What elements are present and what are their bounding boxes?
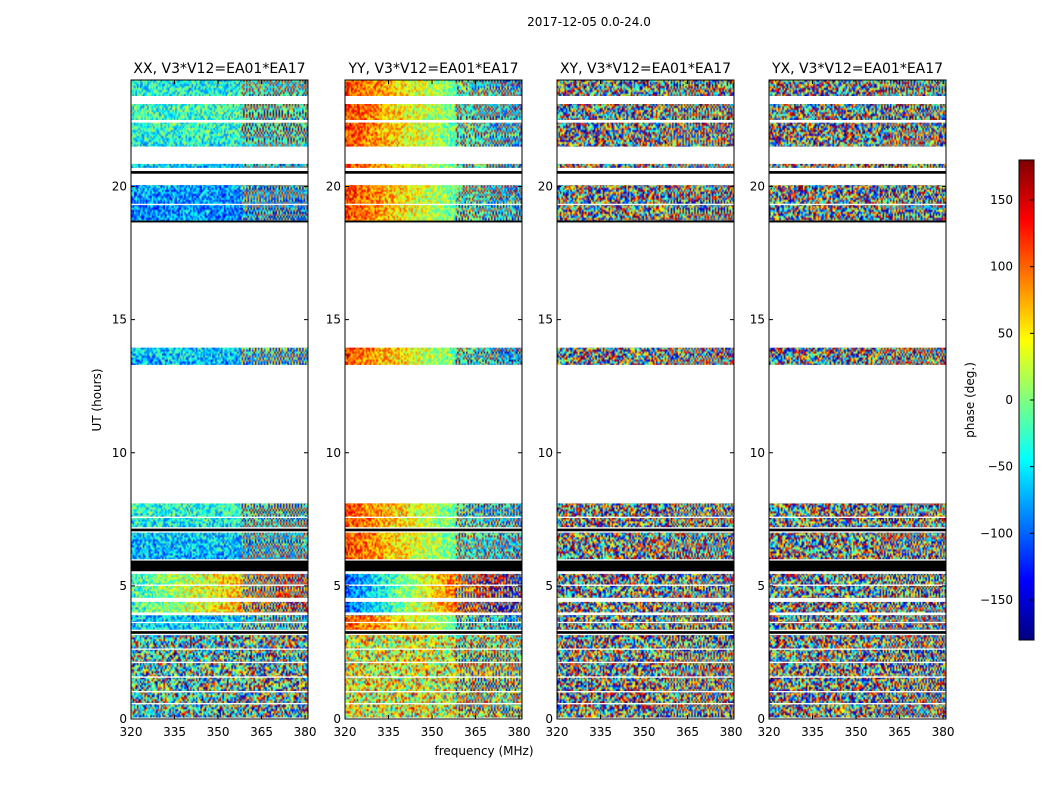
x-axis-label: frequency (MHz) [434,744,533,758]
colorbar-tick-label: −150 [980,593,1013,607]
x-tick-label: 380 [932,725,955,739]
flagged-band [557,528,734,532]
panel-3: XY, V3*V12=EA01*EA17 320 335 350 365 380 0 5 10 1… [538,61,743,739]
y-tick-label: 20 [538,180,553,194]
y-tick-label: 5 [119,579,127,593]
x-tick-label: 320 [758,725,781,739]
x-tick-label: 350 [421,725,444,739]
x-tick-label: 335 [377,725,400,739]
phase-heatmap-3 [557,80,734,718]
y-tick-label: 0 [119,712,127,726]
y-axis-label: UT (hours) [90,368,104,431]
x-tick-label: 380 [720,725,743,739]
x-tick-label: 350 [633,725,656,739]
flagged-band [769,631,946,634]
x-tick-label: 335 [163,725,186,739]
flagged-band [345,560,522,572]
flagged-band [557,560,734,572]
flagged-band [557,631,734,634]
y-tick-label: 0 [333,712,341,726]
flagged-band [769,220,946,223]
colorbar-tick-label: 150 [990,193,1013,207]
panel-title: XX, V3*V12=EA01*EA17 [133,61,305,77]
flagged-band [345,171,522,174]
colorbar-tick-label: −100 [980,526,1013,540]
flagged-band [131,528,308,532]
panel-frame [768,79,947,720]
flagged-band [345,528,522,532]
flagged-band [131,631,308,634]
y-tick-label: 20 [750,180,765,194]
flagged-band [769,171,946,174]
panels-group: XX, V3*V12=EA01*EA17 320 335 350 365 380 0 5 10 1… [112,61,955,739]
colorbar-tick-label: −50 [988,460,1013,474]
phase-heatmap-2 [345,80,522,718]
y-tick-label: 10 [326,446,341,460]
figure-title: 2017-12-05 0.0-24.0 [527,15,651,29]
x-tick-label: 350 [207,725,230,739]
x-tick-label: 380 [508,725,531,739]
panel-frame [344,79,523,720]
colorbar-tick-label: 50 [998,326,1013,340]
panel-1: XX, V3*V12=EA01*EA17 320 335 350 365 380 0 5 10 1… [112,61,317,739]
y-tick-label: 15 [112,313,127,327]
flagged-band [345,220,522,223]
x-tick-label: 365 [888,725,911,739]
panel-4: YX, V3*V12=EA01*EA17 320 335 350 365 380 0 5 10 1… [750,61,955,739]
panel-title: YX, V3*V12=EA01*EA17 [771,61,943,77]
flagged-band [345,631,522,634]
x-tick-label: 320 [546,725,569,739]
y-tick-label: 10 [538,446,553,460]
y-tick-label: 20 [112,180,127,194]
flagged-band [769,560,946,572]
colorbar: 150 100 50 0 −50 −100 −150 phase (deg.) [963,159,1035,641]
phase-heatmap-4 [769,80,946,718]
y-tick-label: 10 [750,446,765,460]
y-tick-label: 15 [326,313,341,327]
x-tick-label: 320 [120,725,143,739]
phase-heatmap-1 [131,80,308,718]
y-tick-label: 20 [326,180,341,194]
y-tick-label: 5 [545,579,553,593]
y-tick-label: 15 [538,313,553,327]
x-tick-label: 380 [294,725,317,739]
panel-frame [130,79,309,720]
x-tick-label: 365 [676,725,699,739]
panel-frame [556,79,735,720]
panel-title: YY, V3*V12=EA01*EA17 [347,61,518,77]
colorbar-tick-label: 0 [1005,393,1013,407]
flagged-band [557,171,734,174]
x-tick-label: 365 [464,725,487,739]
flagged-band [131,560,308,572]
flagged-band [131,220,308,223]
flagged-band [557,220,734,223]
y-tick-label: 15 [750,313,765,327]
flagged-band [131,171,308,174]
x-tick-label: 320 [334,725,357,739]
y-tick-label: 10 [112,446,127,460]
y-tick-label: 5 [333,579,341,593]
colorbar-label: phase (deg.) [963,362,977,438]
y-tick-label: 0 [545,712,553,726]
x-tick-label: 350 [845,725,868,739]
colorbar-tick-label: 100 [990,260,1013,274]
y-tick-label: 0 [757,712,765,726]
panel-title: XY, V3*V12=EA01*EA17 [560,61,731,77]
x-tick-label: 335 [589,725,612,739]
x-tick-label: 335 [801,725,824,739]
x-tick-label: 365 [250,725,273,739]
flagged-band [769,528,946,532]
y-tick-label: 5 [757,579,765,593]
panel-2: YY, V3*V12=EA01*EA17 320 335 350 365 380 0 5 10 1… [326,61,531,739]
